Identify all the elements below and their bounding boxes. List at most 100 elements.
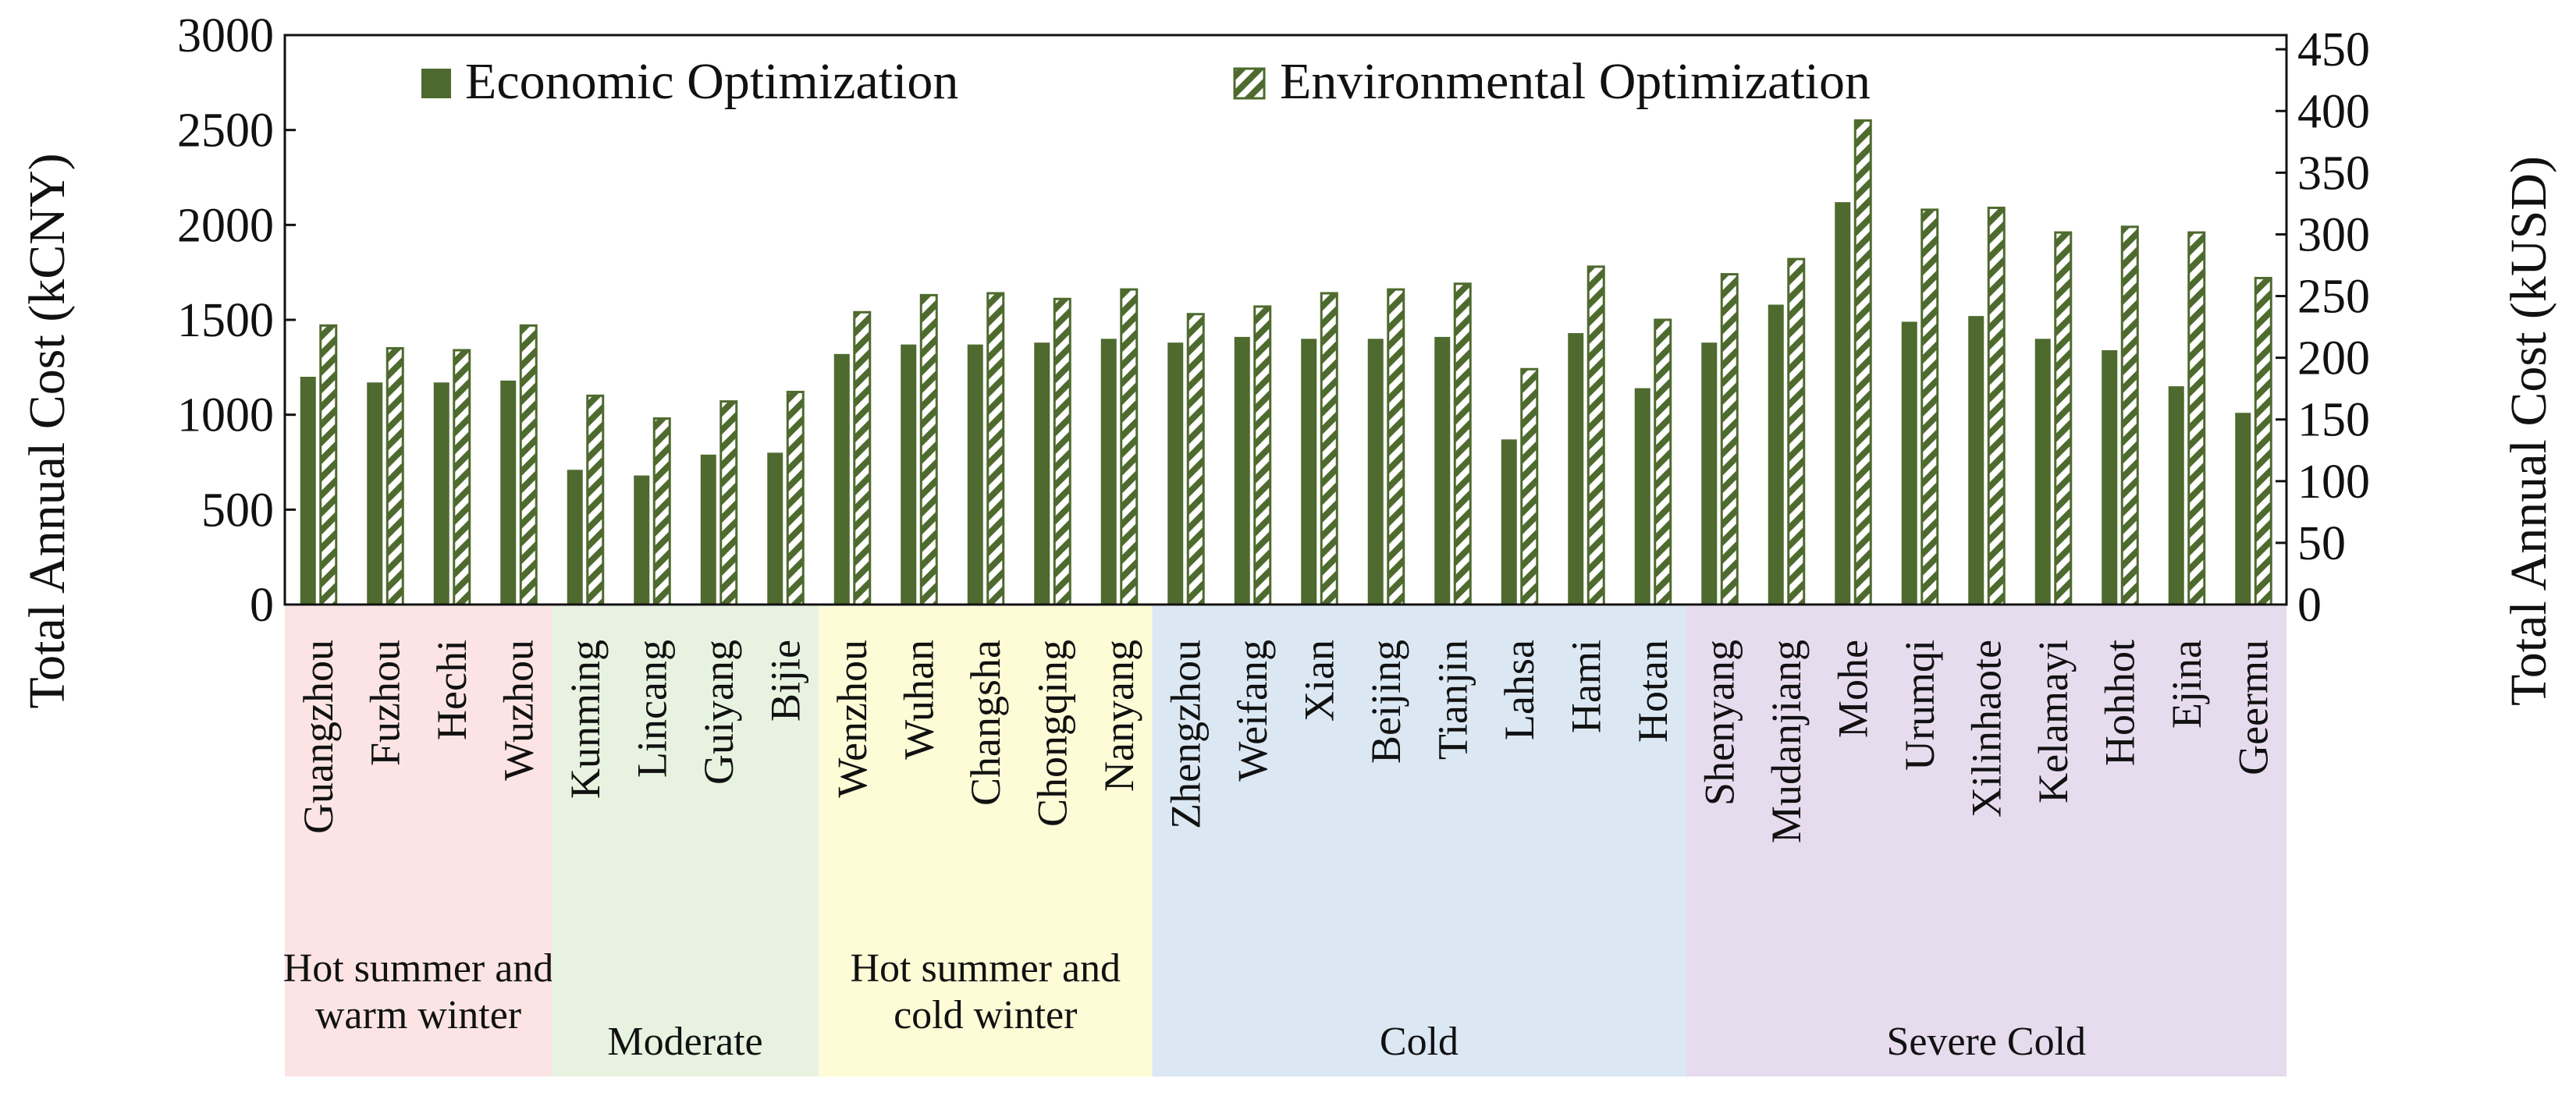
y2-tick-label: 350 bbox=[2297, 147, 2370, 200]
bar-environmental bbox=[1053, 297, 1071, 606]
category-label: Changsha bbox=[962, 640, 1009, 806]
bar-environmental bbox=[1520, 367, 1539, 606]
category-label: Shenyang bbox=[1696, 640, 1743, 806]
bar-economic bbox=[901, 344, 917, 605]
category-label: Xian bbox=[1295, 640, 1342, 722]
bar-environmental bbox=[1320, 292, 1338, 606]
bar-environmental bbox=[986, 292, 1005, 606]
bar-environmental bbox=[1387, 288, 1405, 606]
y-tick-label: 0 bbox=[250, 579, 274, 632]
y-tick-label: 1500 bbox=[177, 294, 274, 347]
category-label: Hami bbox=[1562, 640, 1609, 733]
zone-label: Cold bbox=[1380, 1020, 1459, 1064]
bar-economic bbox=[1634, 388, 1650, 605]
y-tick-label: 2000 bbox=[177, 199, 274, 252]
bar-economic bbox=[767, 452, 783, 605]
y2-tick-label: 300 bbox=[2297, 208, 2370, 261]
category-label: Mudanjiang bbox=[1763, 640, 1810, 843]
bar-environmental bbox=[1654, 318, 1672, 606]
bar-economic bbox=[1434, 336, 1451, 605]
category-label: Tianjin bbox=[1429, 640, 1476, 760]
y2-tick-label: 50 bbox=[2297, 517, 2346, 570]
zone-label: cold winter bbox=[894, 993, 1077, 1037]
category-labels: Guangzhou Fuzhou Hechi Wuzhou Kunming Lincang… bbox=[295, 640, 2277, 843]
category-label: Kelamayi bbox=[2030, 640, 2077, 803]
bar-environmental bbox=[1253, 305, 1272, 606]
bar-economic bbox=[1968, 316, 1984, 605]
y2-tick-label: 150 bbox=[2297, 394, 2370, 447]
category-label: Chongqing bbox=[1029, 640, 1075, 827]
category-label: Zhengzhou bbox=[1162, 640, 1209, 829]
bar-economic bbox=[2168, 386, 2184, 605]
bar-environmental bbox=[1120, 288, 1139, 606]
bar-economic bbox=[967, 344, 983, 605]
y2-tick-label: 0 bbox=[2297, 579, 2322, 632]
bar-environmental bbox=[319, 324, 338, 606]
bar-economic bbox=[433, 382, 449, 605]
bar-economic bbox=[300, 377, 316, 605]
category-label: Hohhot bbox=[2096, 640, 2143, 766]
bar-environmental bbox=[1987, 206, 2006, 606]
bar-economic bbox=[1701, 342, 1718, 605]
category-label: Nanyang bbox=[1096, 640, 1142, 792]
y2-tick-label: 200 bbox=[2297, 332, 2370, 385]
legend: Economic Optimization Environmental Optim… bbox=[421, 53, 1871, 110]
legend-label-economic: Economic Optimization bbox=[465, 53, 958, 110]
category-label: Lincang bbox=[628, 640, 675, 778]
category-label: Hechi bbox=[428, 640, 475, 740]
zone-band bbox=[1152, 606, 1686, 1076]
legend-swatch-economic bbox=[421, 69, 451, 98]
bar-economic bbox=[1568, 333, 1584, 605]
category-label: Urumqi bbox=[1896, 640, 1943, 771]
y2-axis-title: Total Annual Cost (kUSD) bbox=[2500, 156, 2557, 706]
plot-frame bbox=[283, 34, 2288, 606]
bar-economic bbox=[1835, 202, 1851, 605]
zone-band bbox=[819, 606, 1153, 1076]
axes: 0 500 1000 1500 2000 2500 3000 0 50 100 150 200 250 3… bbox=[19, 9, 2557, 709]
legend-swatch-environmental bbox=[1233, 67, 1266, 100]
y2-tick-label: 400 bbox=[2297, 85, 2370, 138]
bars bbox=[300, 119, 2272, 606]
bar-environmental bbox=[1586, 265, 1605, 606]
bar-environmental bbox=[586, 394, 605, 606]
bar-economic bbox=[1301, 339, 1317, 605]
category-label: Weifang bbox=[1229, 640, 1276, 782]
bar-environmental bbox=[652, 417, 671, 606]
category-label: Geermu bbox=[2230, 640, 2276, 775]
bar-environmental bbox=[453, 349, 471, 606]
y2-tick-label: 450 bbox=[2297, 23, 2370, 76]
bar-environmental bbox=[1920, 208, 1939, 606]
bar-economic bbox=[1367, 339, 1384, 605]
zone-label: Severe Cold bbox=[1886, 1020, 2086, 1064]
category-label: Wuzhou bbox=[495, 640, 542, 781]
category-label: Xilinhaote bbox=[1963, 640, 2009, 818]
bar-environmental bbox=[1453, 282, 1472, 606]
bar-environmental bbox=[919, 293, 938, 606]
zone-label: warm winter bbox=[315, 993, 521, 1037]
y-tick-label: 500 bbox=[201, 484, 274, 537]
y-tick-label: 1000 bbox=[177, 389, 274, 442]
bar-economic bbox=[1768, 304, 1784, 605]
zone-band bbox=[552, 606, 819, 1076]
zone-label: Hot summer and bbox=[283, 946, 554, 991]
bar-economic bbox=[700, 454, 716, 605]
category-label: Wenzhou bbox=[829, 640, 876, 798]
bar-environmental bbox=[2120, 225, 2139, 606]
category-label: Lahsa bbox=[1496, 640, 1543, 740]
bar-economic bbox=[1100, 339, 1117, 605]
bar-economic bbox=[1034, 342, 1050, 605]
bar-economic bbox=[2235, 413, 2251, 605]
bar-environmental bbox=[519, 324, 538, 606]
bar-environmental bbox=[1720, 273, 1739, 606]
bar-environmental bbox=[786, 390, 805, 606]
bar-economic bbox=[1901, 321, 1917, 605]
bar-environmental bbox=[2254, 276, 2272, 606]
category-label: Bijie bbox=[762, 640, 808, 722]
bar-environmental bbox=[853, 310, 872, 606]
bar-economic bbox=[500, 380, 517, 605]
zone-label: Hot summer and bbox=[850, 946, 1121, 991]
zone-band bbox=[1686, 606, 2286, 1076]
category-label: Hotan bbox=[1629, 640, 1676, 743]
